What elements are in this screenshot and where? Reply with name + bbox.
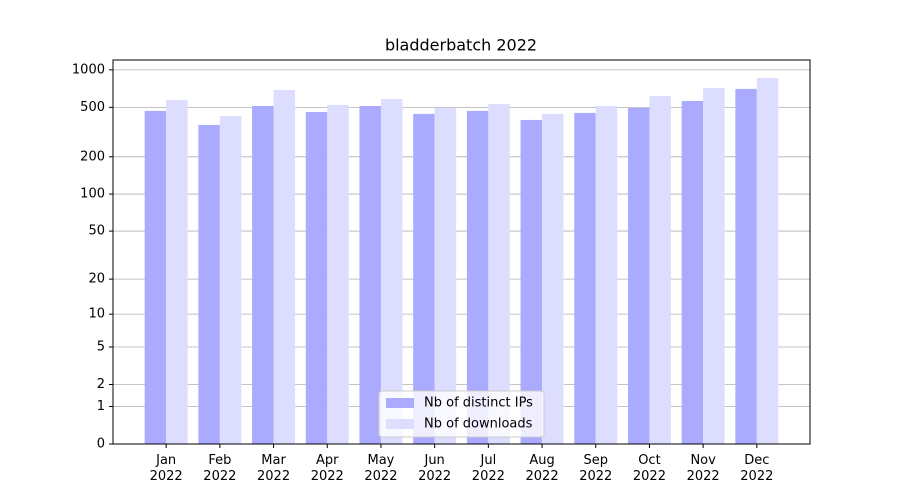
bar [466,110,489,445]
bar [735,88,757,445]
bar [144,110,167,445]
bar [198,124,220,445]
y-tick-label: 200 [80,149,105,164]
y-tick-label: 1 [97,399,105,414]
x-tick-label: Aug 2022 [525,453,559,484]
bar [488,103,510,444]
y-tick-label: 0 [97,437,105,452]
bar [756,78,779,444]
bar [649,95,671,445]
bar [252,105,274,445]
bar [681,100,704,444]
x-tick-label: Jan 2022 [149,453,183,484]
y-tick-label: 5 [97,339,105,354]
bar [542,113,564,444]
chart-title: bladderbatch 2022 [385,36,537,55]
bar [359,105,381,445]
bar [595,105,618,445]
x-tick-label: Feb 2022 [203,453,237,484]
y-tick-label: 10 [88,307,105,322]
bar [703,88,725,444]
bar [166,99,188,445]
bar [574,112,596,445]
x-tick-label: May 2022 [364,453,398,484]
x-tick-label: Mar 2022 [257,453,291,484]
x-tick-label: Apr 2022 [310,453,344,484]
x-tick-label: Jun 2022 [418,453,452,484]
legend-box [378,390,545,438]
x-tick-label: Sep 2022 [579,453,613,484]
plot-frame [112,59,811,445]
y-tick-label: 500 [80,100,105,115]
bar [380,98,403,444]
y-tick-label: 20 [88,272,105,287]
legend-swatch [386,419,414,429]
x-tick-label: Oct 2022 [632,453,666,484]
y-tick-label: 100 [80,187,105,202]
y-tick-label: 50 [88,224,105,239]
bar [434,107,457,445]
legend: Nb of distinct IPs Nb of downloads [378,390,545,438]
bar [305,111,328,445]
bar [627,107,650,445]
x-tick-label: Nov 2022 [686,453,720,484]
legend-label: Nb of distinct IPs [424,396,533,411]
bar [413,113,435,444]
x-tick-label: Jul 2022 [471,453,505,484]
bar [273,89,296,444]
y-tick-label: 1000 [72,62,105,77]
legend-swatch [386,398,414,408]
bar [219,116,242,444]
bar [327,104,349,445]
legend-label: Nb of downloads [424,417,533,432]
bar [520,119,543,444]
x-tick-label: Dec 2022 [740,453,774,484]
y-tick-label: 2 [97,377,105,392]
